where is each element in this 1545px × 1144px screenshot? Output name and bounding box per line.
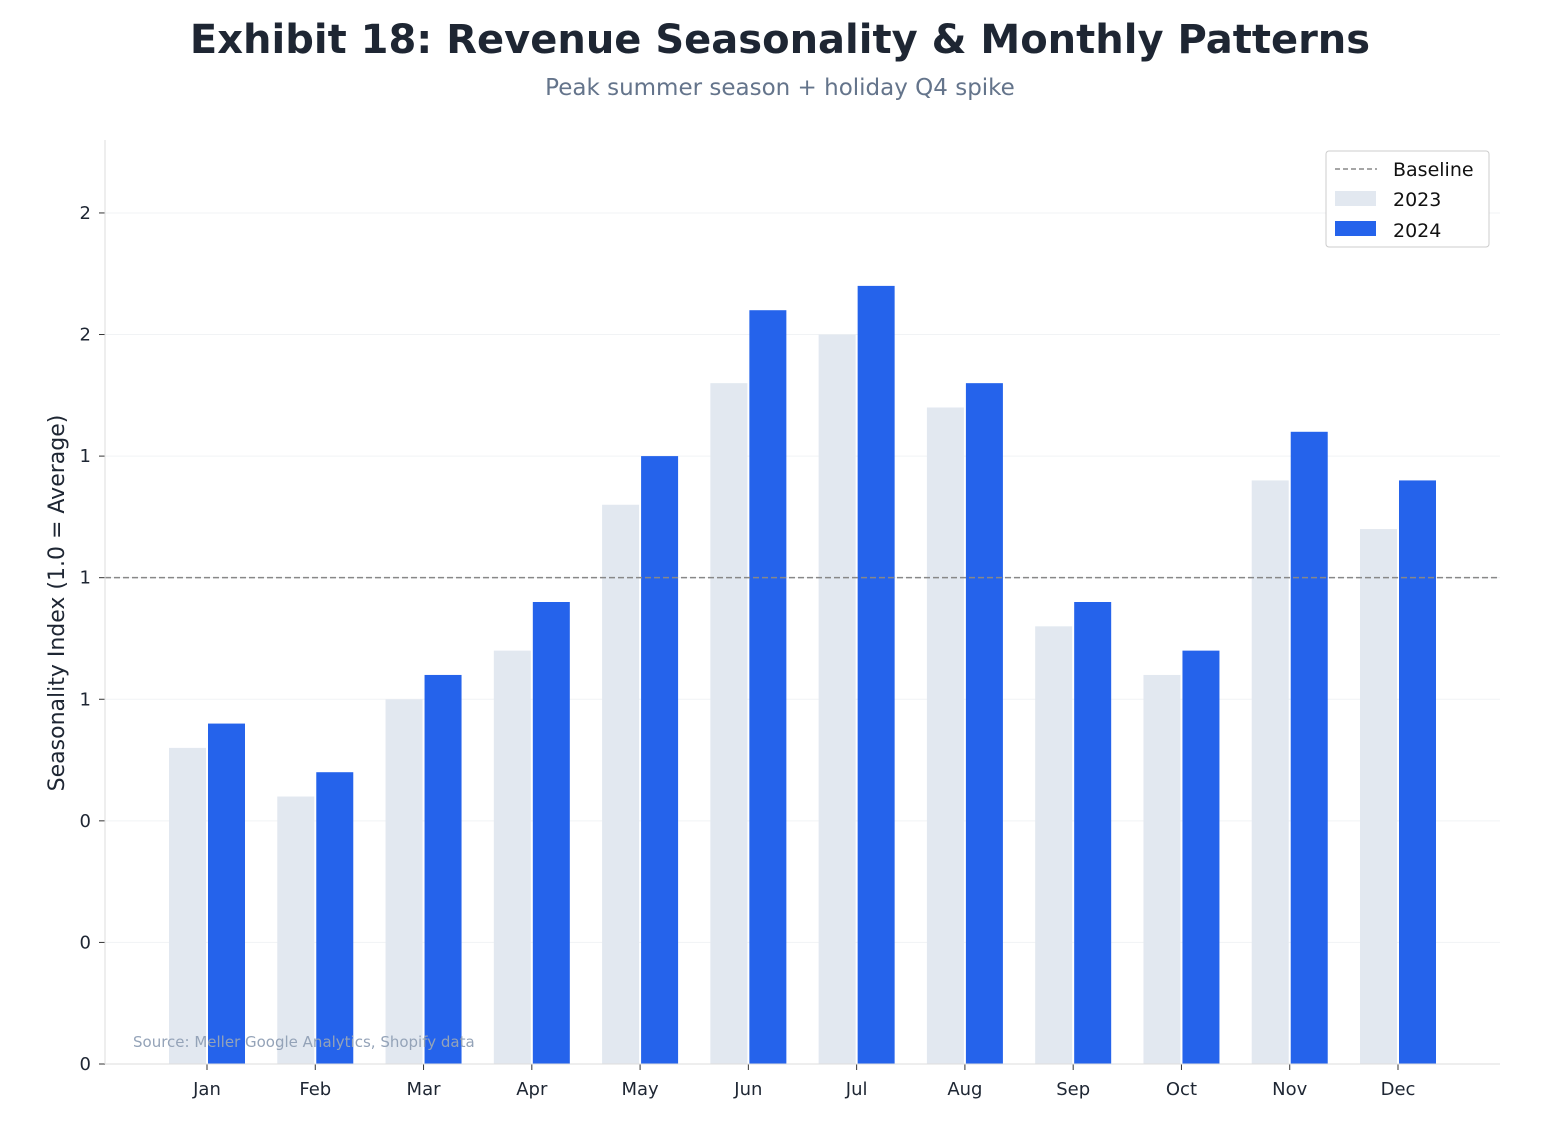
bar-2023-apr: [493, 650, 531, 1064]
bar-2024-oct: [1182, 650, 1220, 1064]
bar-2024-aug: [965, 383, 1003, 1064]
bar-2024-may: [641, 456, 679, 1065]
bar-2024-jul: [857, 285, 895, 1064]
y-tick-label: 1: [80, 689, 91, 710]
legend-2024-swatch: [1335, 221, 1376, 236]
bar-2023-mar: [385, 699, 423, 1064]
y-tick-label: 1: [80, 568, 91, 589]
bar-2024-apr: [532, 602, 570, 1064]
legend-2024-label: 2024: [1393, 220, 1441, 242]
bar-2023-jul: [818, 334, 856, 1064]
chart-title: Exhibit 18: Revenue Seasonality & Monthl…: [189, 17, 1371, 63]
bar-2023-nov: [1251, 480, 1289, 1065]
x-tick-label: Apr: [516, 1079, 548, 1100]
bar-2024-jan: [208, 723, 245, 1064]
y-tick-label: 0: [80, 1054, 91, 1075]
x-tick-label: Jul: [845, 1079, 868, 1100]
x-tick-label: Nov: [1272, 1079, 1307, 1100]
bar-2023-may: [602, 504, 640, 1065]
bar-2024-sep: [1074, 602, 1112, 1064]
x-tick-label: Aug: [947, 1079, 982, 1100]
bar-2024-jun: [749, 310, 787, 1064]
y-tick-label: 2: [80, 325, 91, 346]
bar-2024-feb: [316, 772, 354, 1064]
x-tick-label: Sep: [1056, 1079, 1090, 1100]
bar-2023-dec: [1360, 529, 1397, 1064]
x-tick-label: Jan: [192, 1079, 221, 1100]
chart-subtitle: Peak summer season + holiday Q4 spike: [545, 75, 1015, 101]
bar-2023-feb: [277, 796, 315, 1064]
y-tick-label: 0: [80, 932, 91, 953]
bar-2023-oct: [1143, 674, 1181, 1064]
x-tick-label: Mar: [407, 1079, 442, 1100]
bar-2024-dec: [1399, 480, 1436, 1065]
bar-2023-sep: [1035, 626, 1073, 1064]
bar-2024-mar: [424, 674, 462, 1064]
x-tick-label: Feb: [299, 1079, 331, 1100]
y-tick-label: 1: [80, 446, 91, 467]
bar-2023-jun: [710, 383, 748, 1064]
x-tick-label: May: [621, 1079, 659, 1100]
legend-baseline-label: Baseline: [1393, 159, 1474, 181]
x-tick-label: Oct: [1166, 1079, 1197, 1100]
x-tick-label: Jun: [733, 1079, 762, 1100]
bar-2023-aug: [926, 407, 964, 1064]
legend: Baseline 2023 2024: [1325, 150, 1490, 248]
y-tick-label: 2: [80, 203, 91, 224]
y-axis-label: Seasonality Index (1.0 = Average): [45, 415, 70, 792]
legend-2023-label: 2023: [1393, 189, 1441, 211]
legend-2023-swatch: [1335, 191, 1376, 206]
x-tick-label: Dec: [1381, 1079, 1416, 1100]
y-tick-label: 0: [80, 811, 91, 832]
source-note: Source: Meller Google Analytics, Shopify…: [133, 1033, 475, 1051]
bar-2023-jan: [169, 747, 206, 1064]
bar-2024-nov: [1290, 431, 1328, 1065]
